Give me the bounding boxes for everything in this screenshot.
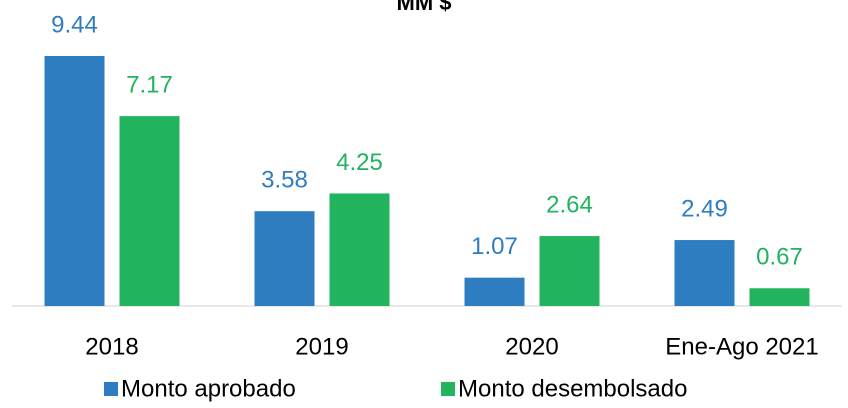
legend-swatch [104, 382, 118, 396]
data-label: 9.44 [51, 11, 98, 38]
chart-title: MM $ [397, 0, 452, 15]
bar [749, 288, 810, 306]
data-label: 1.07 [471, 233, 518, 260]
data-label: 4.25 [336, 149, 383, 176]
bar [539, 236, 600, 306]
legend-label: Monto desembolsado [458, 375, 687, 402]
data-label: 0.67 [756, 244, 803, 271]
data-label: 3.58 [261, 167, 308, 194]
legend-swatch [441, 382, 455, 396]
bar [254, 211, 315, 306]
x-tick-label: 2020 [505, 333, 558, 360]
bar [44, 56, 105, 306]
data-label: 2.64 [546, 191, 593, 218]
x-tick-label: 2019 [295, 333, 348, 360]
legend-label: Monto aprobado [121, 375, 296, 402]
bar [119, 116, 180, 307]
bar [329, 193, 390, 306]
data-label: 7.17 [126, 71, 173, 98]
bar [464, 277, 525, 306]
x-tick-label: 2018 [85, 333, 138, 360]
x-tick-label: Ene-Ago 2021 [665, 333, 818, 360]
bar [674, 240, 735, 306]
data-label: 2.49 [681, 195, 728, 222]
